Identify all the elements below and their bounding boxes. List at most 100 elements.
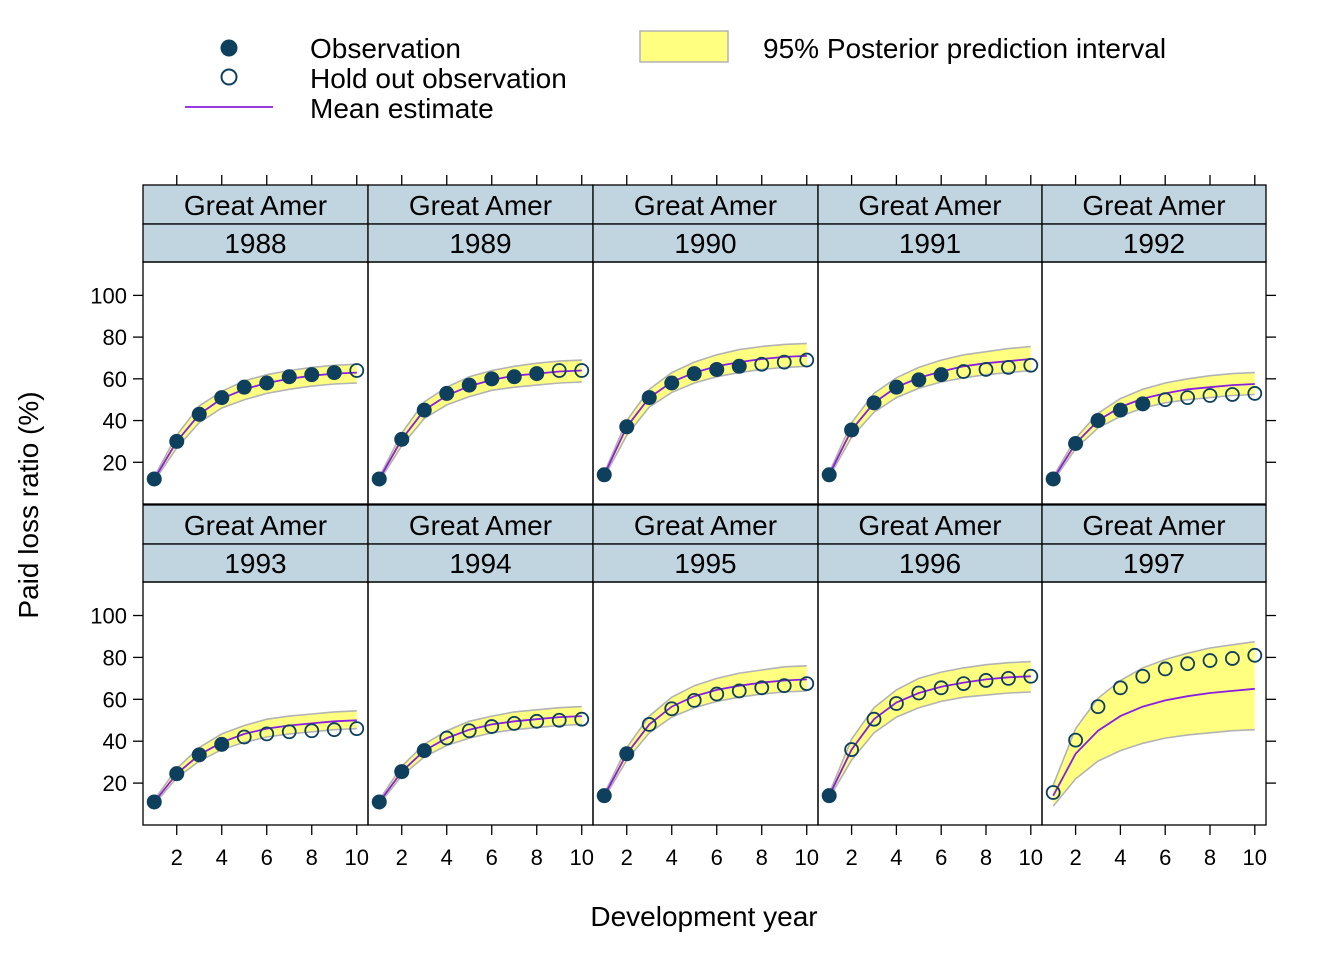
holdout-point: [978, 673, 994, 688]
strip-company: [817, 184, 1043, 225]
holdout-point: [1180, 390, 1195, 406]
observation-point: [416, 402, 432, 418]
strip-company-label: Great Amer: [634, 510, 777, 541]
strip-year: [142, 223, 369, 263]
observation-point: [214, 390, 230, 406]
holdout-point: [1135, 668, 1151, 684]
strip-company: [142, 504, 369, 545]
strip-year-label: 1992: [1123, 228, 1185, 259]
strip-year-label: 1994: [449, 548, 511, 579]
interval-lower-line: [603, 365, 807, 478]
legend-interval-swatch: [639, 30, 729, 63]
y-tick-label: 80: [103, 645, 127, 670]
x-tick-label: 6: [261, 845, 273, 870]
interval-lower-line: [1052, 728, 1255, 807]
mean-line: [603, 678, 807, 797]
interval-lower-line: [828, 369, 1031, 478]
observation-point: [146, 794, 162, 810]
x-tick-label: 4: [666, 845, 678, 870]
strip-company-label: Great Amer: [1082, 190, 1225, 221]
interval-band: [379, 706, 582, 805]
strip-year-label: 1995: [674, 548, 736, 579]
interval-upper-line: [1052, 640, 1255, 786]
strip-company: [592, 184, 819, 225]
mean-line: [153, 719, 357, 803]
strip-company-label: Great Amer: [1082, 510, 1225, 541]
holdout-point: [1157, 661, 1173, 677]
strip-year: [142, 543, 369, 583]
holdout-point: [1225, 651, 1240, 666]
holdout-point: [754, 680, 770, 696]
strip-year: [367, 543, 594, 583]
holdout-point: [709, 686, 725, 702]
holdout-point: [933, 680, 949, 696]
holdout-point: [439, 730, 455, 746]
y-tick-label: 60: [103, 687, 127, 712]
legend-observation-marker: [220, 39, 238, 57]
observation-point: [709, 361, 725, 377]
observation-point: [281, 369, 297, 385]
strip-year: [1041, 223, 1267, 263]
strip-year-label: 1997: [1123, 548, 1185, 579]
observation-point: [641, 390, 657, 406]
strip-company-label: Great Amer: [409, 190, 552, 221]
holdout-point: [259, 726, 275, 742]
panel-1992: Great Amer 1992: [1041, 184, 1267, 505]
interval-upper-line: [828, 345, 1031, 474]
interval-lower-line: [153, 727, 357, 805]
panel-frame: [142, 581, 369, 826]
strip-year: [817, 543, 1043, 583]
y-tick-label: 20: [103, 771, 127, 796]
interval-band: [1053, 641, 1255, 807]
y-tick-label: 80: [103, 325, 127, 350]
holdout-point: [1157, 392, 1173, 408]
observation-point: [888, 379, 904, 395]
interval-band: [1053, 372, 1255, 482]
panel-1990: Great Amer 1990: [592, 184, 819, 505]
holdout-point: [866, 711, 882, 727]
panel-frame: [592, 261, 819, 505]
observation-point: [169, 433, 185, 449]
holdout-point: [911, 685, 927, 701]
x-tick-label: 8: [1204, 845, 1216, 870]
x-tick-label: 4: [890, 845, 902, 870]
holdout-point: [529, 713, 545, 729]
interval-upper-line: [828, 660, 1031, 794]
strip-year-label: 1993: [224, 548, 286, 579]
holdout-point: [1023, 357, 1039, 373]
observation-point: [529, 366, 545, 382]
observation-point: [371, 471, 387, 487]
mean-line: [1052, 383, 1255, 480]
holdout-point: [1225, 387, 1240, 402]
observation-point: [169, 766, 185, 782]
panel-frame: [367, 581, 594, 826]
y-tick-label: 60: [103, 367, 127, 392]
strip-year: [592, 543, 819, 583]
holdout-point: [686, 692, 702, 708]
legend-mean-label: Mean estimate: [310, 93, 494, 124]
interval-upper-line: [1052, 371, 1255, 478]
panel-1996: Great Amer 1996: [817, 504, 1043, 826]
mean-line: [378, 715, 582, 803]
legend-interval-label: 95% Posterior prediction interval: [763, 33, 1166, 64]
mean-line: [1052, 687, 1255, 797]
panel-1997: Great Amer 1997: [1041, 504, 1267, 826]
x-tick-label: 10: [570, 845, 594, 870]
holdout-point: [574, 711, 590, 727]
holdout-point: [484, 719, 500, 734]
x-tick-label: 2: [1069, 845, 1081, 870]
holdout-point: [1001, 670, 1016, 686]
strip-company-label: Great Amer: [409, 510, 552, 541]
interval-band: [829, 346, 1031, 477]
x-tick-label: 8: [980, 845, 992, 870]
y-tick-label: 100: [90, 604, 127, 629]
observation-point: [619, 419, 635, 435]
holdout-point: [1068, 732, 1083, 748]
legend-observation-label: Observation: [310, 33, 461, 64]
holdout-point: [461, 723, 477, 739]
interval-band: [379, 360, 582, 482]
interval-lower-line: [828, 691, 1031, 799]
observation-point: [259, 375, 275, 391]
x-tick-label: 8: [306, 845, 318, 870]
observation-point: [664, 375, 680, 391]
